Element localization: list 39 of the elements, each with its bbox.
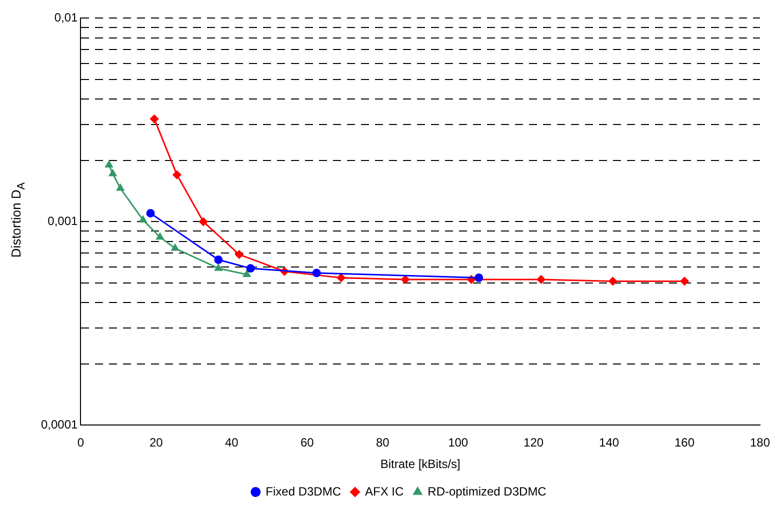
point xyxy=(401,275,410,284)
y-tick-label: 0,0001 xyxy=(41,418,78,432)
x-tick-label: 80 xyxy=(376,436,390,450)
point xyxy=(214,256,223,264)
point xyxy=(336,274,346,282)
point xyxy=(474,274,484,282)
x-tick-label: 0 xyxy=(77,436,84,450)
x-tick-label: 100 xyxy=(448,436,468,450)
point xyxy=(214,264,222,271)
legend-label: Fixed D3DMC xyxy=(266,484,342,498)
point xyxy=(536,275,546,284)
point xyxy=(139,216,147,222)
legend-label: AFX IC xyxy=(364,484,404,498)
x-tick-label: 40 xyxy=(224,436,239,450)
point xyxy=(116,184,124,191)
x-tick-label: 140 xyxy=(599,436,620,450)
point xyxy=(172,170,182,180)
x-axis-title: Bitrate [kBits/s] xyxy=(380,457,460,472)
point xyxy=(109,170,117,176)
point xyxy=(150,114,159,124)
point xyxy=(680,276,689,286)
x-tick-label: 180 xyxy=(750,436,770,450)
point xyxy=(199,217,208,226)
point xyxy=(234,250,244,259)
point xyxy=(246,264,255,273)
x-tick-label: 160 xyxy=(674,436,695,450)
point xyxy=(312,268,321,278)
point xyxy=(146,209,155,218)
point xyxy=(242,270,251,278)
point xyxy=(105,160,113,168)
y-tick-label: 0,01 xyxy=(54,10,78,25)
x-tick-label: 20 xyxy=(150,436,164,450)
y-tick-label: 0,001 xyxy=(48,214,78,228)
x-tick-label: 120 xyxy=(524,436,544,450)
point xyxy=(608,276,618,286)
point xyxy=(156,232,164,240)
x-tick-label: 60 xyxy=(300,436,314,450)
legend-label: RD-optimized D3DMC xyxy=(428,484,547,498)
point xyxy=(171,244,179,251)
